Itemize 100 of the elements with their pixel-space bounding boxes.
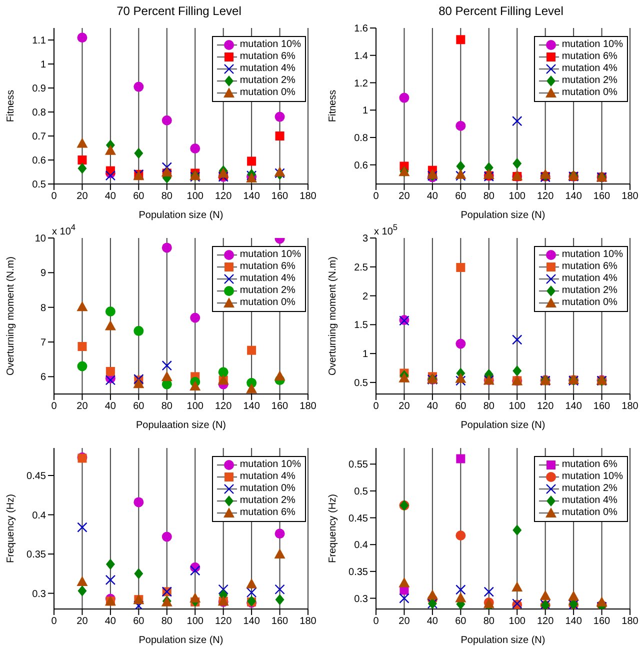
x-tick-label: 60 [133, 191, 145, 202]
x-tick-label: 100 [186, 616, 204, 628]
legend-label: mutation 2% [240, 495, 296, 507]
x-axis-title: Population size (N) [460, 635, 546, 646]
x-tick-label: 20 [398, 191, 410, 202]
legend-label: mutation 0% [562, 87, 618, 99]
legend-label: mutation 10% [240, 249, 301, 261]
x-tick-label: 0 [51, 616, 58, 628]
x-axis-title: Population size (N) [460, 420, 546, 431]
y-tick-label: 9 [40, 268, 46, 280]
x-tick-label: 160 [593, 616, 611, 628]
y-tick-label: 0.7 [32, 132, 46, 143]
x-tick-label: 180 [622, 616, 639, 628]
x-tick-label: 100 [508, 401, 526, 412]
y-tick-label: 0.3 [354, 594, 368, 605]
y-tick-label: 0.6 [32, 156, 46, 167]
x-tick-label: 140 [565, 616, 582, 628]
x-tick-label: 80 [161, 401, 173, 412]
legend-label: mutation 2% [562, 75, 618, 87]
y-axis-title: Fitness [328, 90, 339, 122]
legend-label: mutation 0% [562, 297, 618, 309]
legend-label: mutation 6% [240, 51, 296, 63]
x-tick-label: 20 [76, 191, 88, 202]
y-tick-label: 0.9 [32, 84, 46, 95]
x-tick-label: 20 [76, 616, 88, 628]
y-tick-label: 0.8 [32, 108, 46, 119]
x-tick-label: 180 [300, 616, 317, 628]
y-tick-label: 0.35 [26, 550, 46, 561]
x-tick-label: 40 [104, 616, 116, 628]
y-tick-label: 10 [34, 234, 46, 245]
x-tick-label: 40 [104, 191, 116, 202]
x-tick-label: 80 [483, 191, 495, 202]
legend-label: mutation 0% [562, 507, 618, 519]
y-tick-label: 1.6 [354, 24, 368, 35]
x-tick-label: 60 [455, 616, 467, 628]
y-tick-label: 0.6 [354, 160, 368, 172]
x-tick-label: 120 [214, 191, 232, 202]
legend-label: mutation 10% [562, 471, 623, 483]
legend-label: mutation 0% [240, 297, 296, 309]
y-axis-title: Overturning moment (N.m) [328, 256, 339, 376]
x-tick-label: 180 [300, 401, 317, 412]
y-tick-label: 0.5 [32, 180, 46, 191]
x-tick-label: 140 [243, 616, 260, 628]
x-tick-label: 40 [426, 616, 438, 628]
y-tick-label: 0.45 [26, 471, 46, 482]
legend-label: mutation 10% [562, 249, 623, 261]
x-tick-label: 0 [373, 401, 380, 412]
y-axis-title: Frequency (Hz) [328, 494, 339, 563]
x-tick-label: 60 [455, 191, 467, 202]
y-tick-label: 1 [40, 60, 46, 71]
x-tick-label: 0 [51, 191, 58, 202]
x-tick-label: 160 [593, 401, 611, 412]
legend-label: mutation 10% [562, 39, 623, 51]
y-tick-label: 2 [362, 291, 368, 302]
x-tick-label: 180 [300, 191, 317, 202]
legend-label: mutation 6% [240, 507, 296, 519]
x-tick-label: 120 [214, 616, 232, 628]
x-axis-title: Population size (N) [460, 210, 546, 221]
legend-label: mutation 6% [562, 459, 618, 471]
y-tick-label: 1.5 [354, 320, 368, 332]
chart-title: 70 Percent Filling Level [116, 4, 242, 18]
y-tick-label: 0.4 [354, 540, 368, 552]
x-tick-label: 100 [186, 401, 204, 412]
x-tick-label: 160 [593, 191, 611, 202]
legend-label: mutation 10% [240, 39, 301, 51]
y-tick-label: 1.1 [32, 36, 46, 47]
x-tick-label: 20 [398, 616, 410, 628]
legend-label: mutation 2% [240, 285, 296, 297]
x-tick-label: 160 [271, 401, 289, 412]
x-tick-label: 100 [508, 616, 526, 628]
y-axis-title: Overturning moment (N.m) [6, 256, 17, 376]
y-tick-label: 0.5 [354, 486, 368, 498]
y-tick-label: 1 [362, 349, 368, 360]
x-tick-label: 0 [373, 191, 380, 202]
text: x 10$^{5}$ [374, 222, 398, 238]
x-axis-title: Populaation size (N) [136, 420, 226, 431]
y-tick-label: 0.35 [348, 566, 368, 578]
x-tick-label: 60 [133, 616, 145, 628]
y-tick-label: 2.5 [354, 262, 368, 274]
x-tick-label: 160 [271, 191, 289, 202]
x-tick-label: 100 [508, 191, 526, 202]
y-tick-label: 0.4 [32, 510, 46, 522]
x-tick-label: 60 [133, 401, 145, 412]
legend-label: mutation 4% [562, 63, 618, 75]
x-tick-label: 40 [426, 401, 438, 412]
x-tick-label: 120 [214, 401, 232, 412]
y-tick-label: 1 [362, 106, 368, 117]
x-tick-label: 40 [426, 191, 438, 202]
x-tick-label: 180 [622, 401, 639, 412]
x-tick-label: 40 [104, 401, 116, 412]
legend-label: mutation 4% [562, 273, 618, 285]
y-tick-label: 6 [40, 372, 46, 384]
y-tick-label: 3 [362, 234, 368, 245]
legend-label: mutation 4% [240, 471, 296, 483]
legend-label: mutation 4% [562, 495, 618, 507]
y-tick-label: 8 [40, 302, 46, 314]
x-axis-title: Population size (N) [138, 210, 224, 221]
chart-title: 80 Percent Filling Level [438, 4, 564, 18]
legend-label: mutation 4% [240, 273, 296, 285]
x-tick-label: 0 [51, 401, 58, 412]
